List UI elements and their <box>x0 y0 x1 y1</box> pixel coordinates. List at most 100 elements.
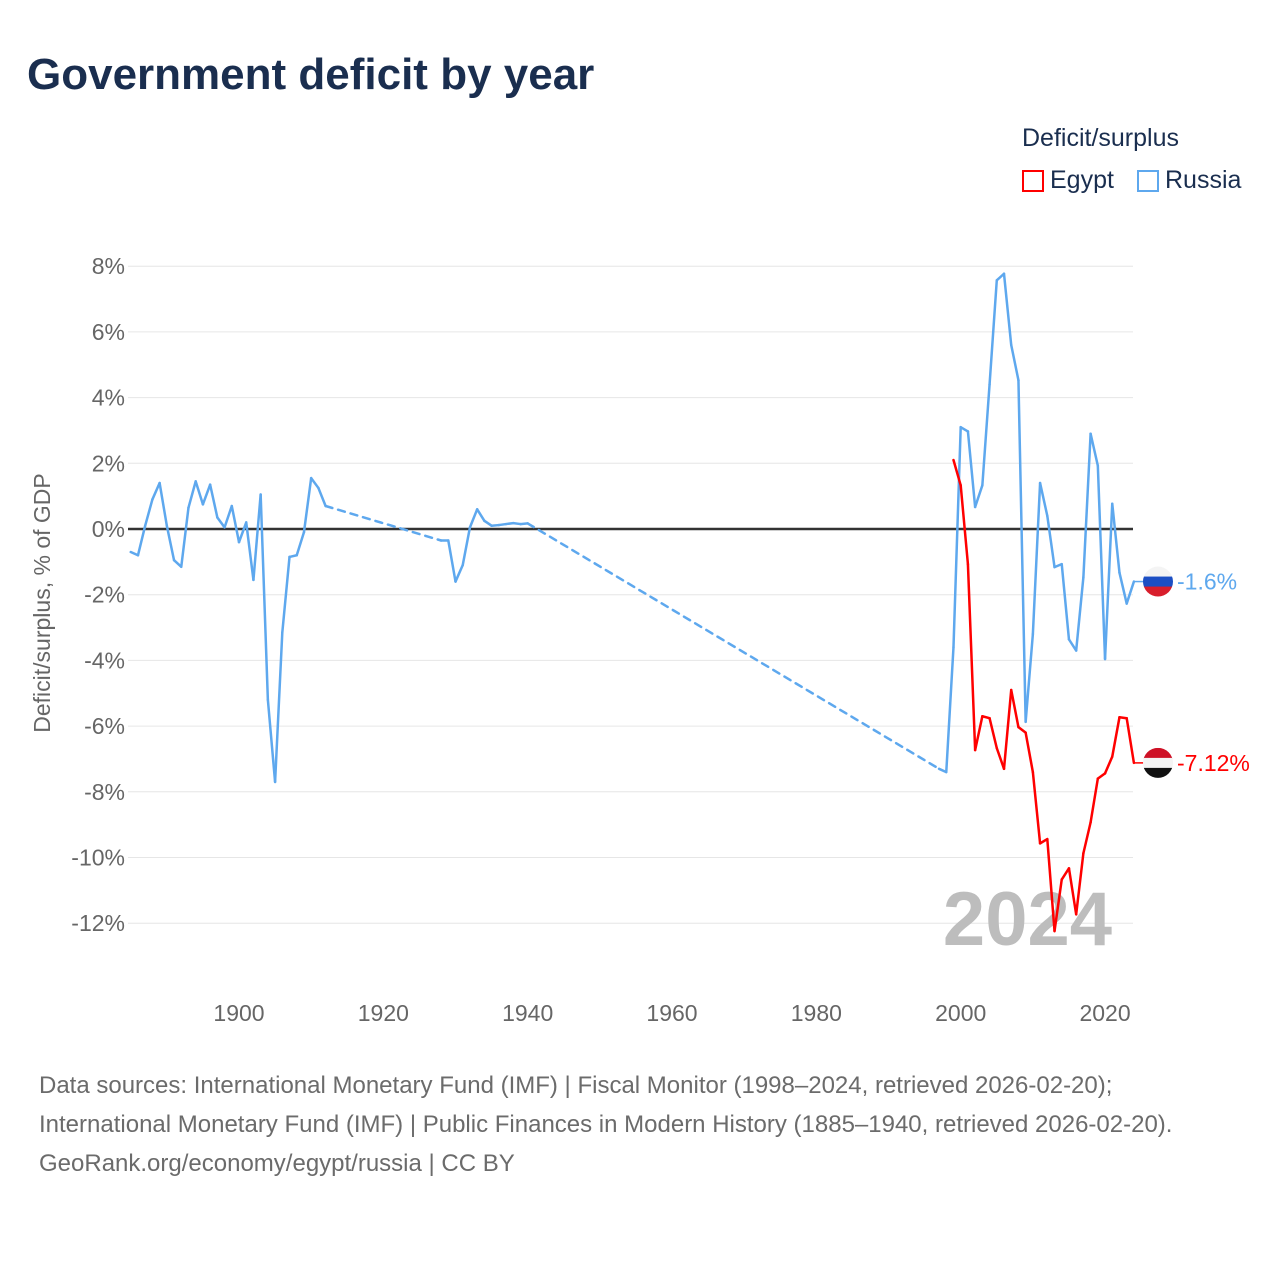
series-segment-russia <box>1096 464 1107 661</box>
series-segment-russia <box>988 279 999 386</box>
footer: Data sources: International Monetary Fun… <box>39 1066 1239 1183</box>
end-value-label-egypt: -7.12% <box>1177 750 1250 776</box>
legend-label: Egypt <box>1050 166 1114 194</box>
series-segment-russia <box>1002 272 1013 347</box>
series-segment-russia <box>966 430 977 509</box>
data-sources: Data sources: International Monetary Fun… <box>39 1072 1173 1138</box>
series-segment-russia <box>1089 432 1100 467</box>
series-segment-egypt <box>1024 731 1035 774</box>
series-segment-russia <box>302 476 313 534</box>
series-segment-egypt <box>973 714 984 752</box>
x-tick-label: 1960 <box>646 1000 697 1026</box>
y-tick-label: -4% <box>84 647 125 673</box>
series-segment-egypt <box>1103 755 1114 775</box>
flag-russia-icon <box>1143 576 1173 588</box>
x-tick-label: 2020 <box>1079 1000 1130 1026</box>
y-tick-label: 0% <box>92 516 125 542</box>
series-segment-egypt <box>1038 837 1049 845</box>
y-axis-label: Deficit/surplus, % of GDP <box>29 473 55 732</box>
series-segment-russia <box>1046 514 1056 569</box>
series-segment-russia <box>1111 502 1121 574</box>
y-tick-label: 8% <box>92 253 125 279</box>
series-segment-russia <box>1118 571 1128 605</box>
end-value-label-russia: -1.6% <box>1177 569 1237 595</box>
series-segment-russia <box>223 504 234 529</box>
y-tick-label: 6% <box>92 319 125 345</box>
y-tick-label: -8% <box>84 779 125 805</box>
series-segment-russia <box>180 506 190 569</box>
series-segment-russia <box>952 425 962 649</box>
series-segment-egypt <box>1089 777 1100 824</box>
series-segment-russia <box>230 504 241 544</box>
year-watermark: 2024 <box>943 877 1112 962</box>
series-segment-russia <box>461 526 472 567</box>
series-segment-egypt <box>1082 821 1092 855</box>
flag-russia-icon <box>1143 566 1173 578</box>
series-segment-russia <box>194 480 205 506</box>
series-segment-egypt <box>1096 772 1107 780</box>
series-segment-russia <box>468 508 479 529</box>
series-segment-russia <box>165 524 176 562</box>
series-segment-egypt <box>966 562 977 752</box>
y-tick-label: -10% <box>71 845 125 871</box>
series-segment-russia <box>1125 580 1136 605</box>
series-segment-russia <box>143 498 154 527</box>
series-segment-egypt <box>1009 688 1020 729</box>
series-segment-egypt <box>1067 867 1078 916</box>
legend-item-egypt[interactable]: Egypt <box>1022 166 1114 195</box>
series-segment-russia <box>981 383 991 487</box>
x-tick-label: 1920 <box>358 1000 409 1026</box>
series-segment-egypt <box>988 716 999 750</box>
flag-russia-icon <box>1143 586 1173 597</box>
series-segment-russia <box>136 524 147 557</box>
flag-egypt-icon <box>1143 747 1173 759</box>
series-segment-russia <box>447 539 457 583</box>
chart-title: Government deficit by year <box>27 50 595 99</box>
y-tick-label: 2% <box>92 450 125 476</box>
series-segment-russia <box>959 425 970 433</box>
series-segment-russia <box>151 481 161 501</box>
series-segment-egypt <box>995 746 1006 771</box>
series-segment-egypt <box>1031 770 1042 845</box>
series-segment-russia <box>483 519 493 527</box>
series-segment-russia <box>129 550 140 557</box>
legend-item-russia[interactable]: Russia <box>1137 166 1241 195</box>
y-tick-label: 4% <box>92 385 125 411</box>
series-segment-russia <box>273 631 284 784</box>
series-segment-egypt <box>1017 725 1027 734</box>
series-segment-russia <box>295 531 306 557</box>
series-segment-russia <box>1082 432 1092 579</box>
series-segment-russia <box>454 563 464 583</box>
series-segment-russia <box>281 555 291 634</box>
series-segment-russia <box>1009 343 1020 382</box>
series-segment-russia <box>208 483 219 519</box>
series-segment-egypt <box>1060 867 1071 881</box>
series-segment-russia <box>324 504 443 542</box>
series-segment-russia <box>172 558 183 569</box>
legend-swatch-russia <box>1137 169 1159 192</box>
y-tick-label: -2% <box>84 582 125 608</box>
series-segment-russia <box>317 486 327 508</box>
x-tick-label: 2000 <box>935 1000 986 1026</box>
series-segment-russia <box>201 483 212 506</box>
series-segment-egypt <box>952 458 962 487</box>
x-tick-label: 1900 <box>213 1000 264 1026</box>
series-segment-egypt <box>959 484 970 566</box>
series-segment-russia <box>237 521 248 544</box>
legend-label: Russia <box>1165 166 1242 194</box>
series-segment-egypt <box>1074 851 1085 916</box>
source-link[interactable]: GeoRank.org/economy/egypt/russia | CC BY <box>39 1150 515 1177</box>
series-segment-russia <box>526 522 941 771</box>
series-segment-egypt <box>1002 688 1013 771</box>
series-segment-egypt <box>1125 716 1136 765</box>
y-tick-label: -12% <box>71 910 125 936</box>
series-segment-russia <box>995 272 1006 282</box>
series-segment-russia <box>266 698 277 784</box>
series-segment-russia <box>244 521 255 582</box>
series-segment-egypt <box>1053 878 1063 933</box>
series-segment-russia <box>1031 481 1042 636</box>
series-segment-russia <box>158 481 169 527</box>
x-tick-label: 1940 <box>502 1000 553 1026</box>
series-segment-russia <box>187 480 197 509</box>
